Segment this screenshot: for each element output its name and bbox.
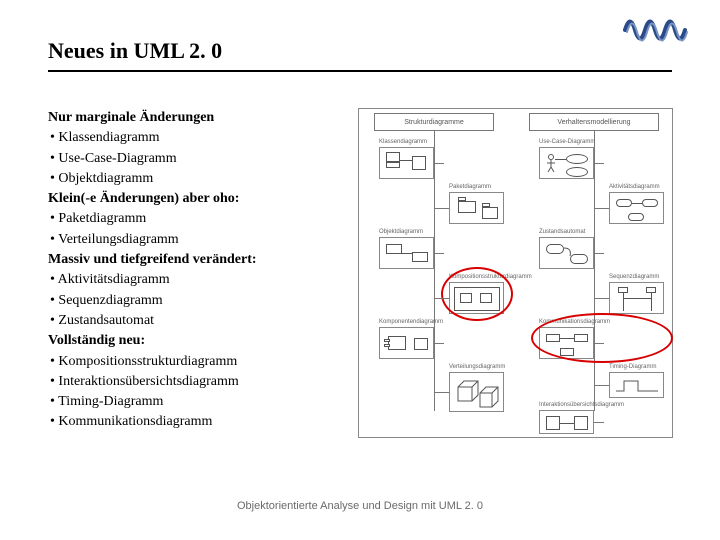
cell-komponenten [379, 327, 434, 359]
diagram-column: Strukturdiagramme Verhaltensmodellierung… [358, 108, 673, 438]
bullet-text: Sequenzdiagramm [58, 293, 162, 308]
cell-timing [609, 372, 664, 398]
bullet-text: Timing-Diagramm [58, 394, 163, 409]
cell-label: Verteilungsdiagramm [449, 364, 505, 370]
bullet-item: • Aktivitätsdiagramm [48, 270, 338, 290]
bullet-item: • Kompositionsstrukturdiagramm [48, 352, 338, 372]
cell-objekt [379, 237, 434, 269]
connector-line [434, 208, 449, 209]
connector-line [434, 131, 435, 411]
cell-zustand [539, 237, 594, 269]
connector-line [594, 298, 609, 299]
bullet-item: • Timing-Diagramm [48, 392, 338, 412]
uml-overview-diagram: Strukturdiagramme Verhaltensmodellierung… [358, 108, 673, 438]
slide-footer: Objektorientierte Analyse und Design mit… [0, 500, 720, 512]
bullet-text: Zustandsautomat [58, 313, 154, 328]
connector-line [594, 131, 595, 411]
bullet-item: • Use-Case-Diagramm [48, 149, 338, 169]
connector-line [434, 163, 444, 164]
cell-label: Timing-Diagramm [609, 364, 656, 370]
spring-logo [620, 8, 690, 53]
connector-line [594, 253, 604, 254]
cell-label: Zustandsautomat [539, 229, 585, 235]
cell-verteilung [449, 372, 504, 412]
cell-klassen [379, 147, 434, 179]
bullet-item: • Objektdiagramm [48, 169, 338, 189]
diagram-header-left: Strukturdiagramme [374, 113, 494, 131]
bullet-text: Verteilungsdiagramm [58, 232, 179, 247]
bullet-text: Kommunikationsdiagramm [58, 414, 212, 429]
highlight-circle [441, 267, 513, 321]
connector-line [434, 253, 444, 254]
connector-line [434, 298, 449, 299]
cell-sequenz [609, 282, 664, 314]
bullet-text: Aktivitätsdiagramm [58, 272, 170, 287]
bullet-text: Interaktionsübersichtsdiagramm [58, 374, 238, 389]
bullet-item: • Interaktionsübersichtsdiagramm [48, 372, 338, 392]
cell-usecase [539, 147, 594, 179]
bullet-text: Use-Case-Diagramm [58, 151, 176, 166]
diagram-header-right: Verhaltensmodellierung [529, 113, 659, 131]
cell-label: Klassendiagramm [379, 139, 427, 145]
cell-label: Sequenzdiagramm [609, 274, 659, 280]
cell-label: Objektdiagramm [379, 229, 423, 235]
cell-label: Interaktionsübersichtsdiagramm [539, 402, 624, 408]
bullet-text: Klassendiagramm [58, 130, 159, 145]
bullet-text: Kompositionsstrukturdiagramm [58, 354, 237, 369]
section-head-4: Vollständig neu: [48, 331, 338, 351]
bullet-item: • Verteilungsdiagramm [48, 230, 338, 250]
cell-paket [449, 192, 504, 224]
section-head-1: Nur marginale Änderungen [48, 108, 338, 128]
section-head-3: Massiv und tiefgreifend verändert: [48, 250, 338, 270]
bullet-item: • Paketdiagramm [48, 209, 338, 229]
bullet-item: • Zustandsautomat [48, 311, 338, 331]
connector-line [434, 392, 449, 393]
bullet-item: • Kommunikationsdiagramm [48, 412, 338, 432]
bullet-item: • Sequenzdiagramm [48, 291, 338, 311]
cell-interaktion [539, 410, 594, 434]
bullet-text: Objektdiagramm [58, 171, 153, 186]
highlight-circle [531, 313, 673, 363]
cell-label: Paketdiagramm [449, 184, 491, 190]
text-column: Nur marginale Änderungen • Klassendiagra… [48, 108, 338, 438]
connector-line [594, 343, 604, 344]
cell-label: Use-Case-Diagramm [539, 139, 595, 145]
connector-line [594, 422, 604, 423]
connector-line [594, 208, 609, 209]
connector-line [594, 385, 609, 386]
bullet-item: • Klassendiagramm [48, 128, 338, 148]
slide-title: Neues in UML 2. 0 [48, 38, 672, 72]
connector-line [434, 343, 444, 344]
cell-label: Aktivitätsdiagramm [609, 184, 660, 190]
bullet-text: Paketdiagramm [58, 211, 146, 226]
slide: Neues in UML 2. 0 Nur marginale Änderung… [0, 0, 720, 540]
cell-label: Komponentendiagramm [379, 319, 443, 325]
content-row: Nur marginale Änderungen • Klassendiagra… [48, 108, 672, 438]
cell-aktivitaet [609, 192, 664, 224]
connector-line [594, 163, 604, 164]
section-head-2: Klein(-e Änderungen) aber oho: [48, 189, 338, 209]
